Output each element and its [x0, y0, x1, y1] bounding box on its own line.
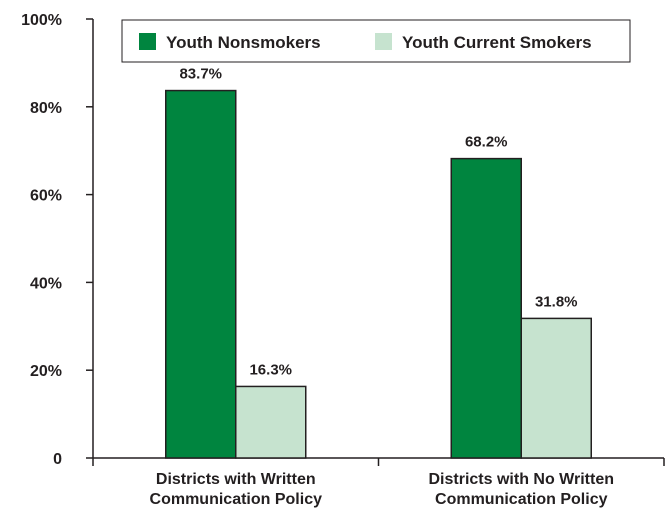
legend-label-nonsmokers: Youth Nonsmokers [166, 33, 321, 52]
x-tick-label: Communication Policy [435, 491, 608, 508]
data-label: 83.7% [179, 66, 222, 83]
bars: 83.7% 16.3% 68.2% 31.8% [165, 66, 592, 459]
y-tick-label: 100% [21, 12, 62, 29]
legend-swatch-smokers [375, 33, 392, 50]
legend-label-smokers: Youth Current Smokers [402, 33, 592, 52]
y-tick-label: 80% [30, 100, 62, 117]
y-tick-label: 0 [53, 451, 62, 468]
legend-box [121, 19, 631, 63]
legend-swatch-nonsmokers [139, 33, 156, 50]
y-tick-label: 60% [30, 188, 62, 205]
data-label: 16.3% [249, 361, 292, 378]
y-tick-label: 20% [30, 363, 62, 380]
x-tick-label: Districts with Written [156, 471, 316, 488]
y-tick-label: 40% [30, 275, 62, 292]
axes: 0 20% 40% 60% 80% 100% Districts with Written C… [21, 12, 665, 508]
bar-nonsmokers [450, 157, 522, 459]
x-tick-label: Communication Policy [150, 491, 323, 508]
bar-smokers [520, 317, 592, 459]
bar-smokers [235, 385, 307, 459]
bar-nonsmokers [165, 89, 237, 459]
data-label: 68.2% [465, 134, 508, 151]
data-label: 31.8% [535, 293, 578, 310]
legend: Youth Nonsmokers Youth Current Smokers [121, 19, 631, 63]
x-tick-label: Districts with No Written [429, 471, 615, 488]
